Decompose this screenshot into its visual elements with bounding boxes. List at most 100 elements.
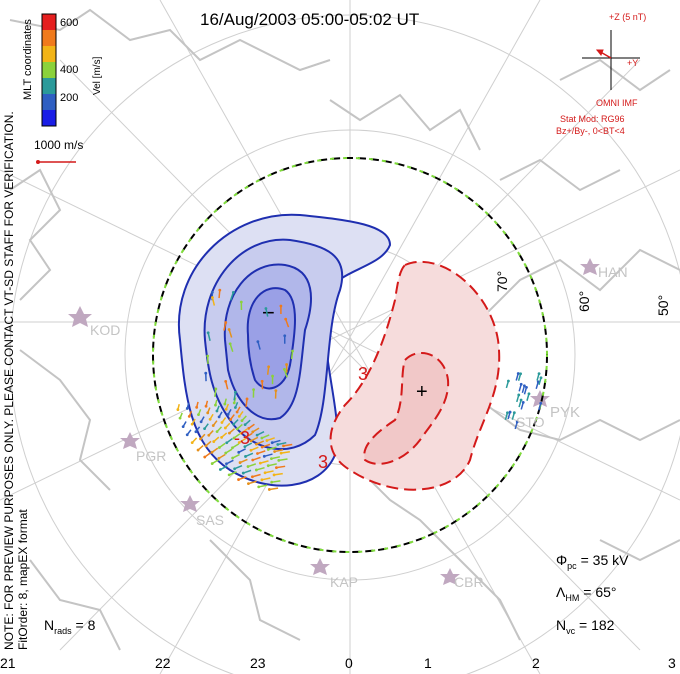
velocity-vector-origin [244, 455, 247, 458]
velocity-vector-origin [537, 372, 541, 375]
velocity-vector-origin [284, 317, 288, 321]
imf-source: OMNI IMF [596, 98, 638, 108]
station-markers [68, 258, 600, 585]
lat-label-70: 70° [494, 270, 510, 292]
velocity-vector [248, 480, 257, 485]
velocity-vector-origin [263, 471, 267, 475]
velocity-vector-origin [512, 411, 516, 415]
station-kap: KAP [330, 574, 359, 590]
velocity-vector-origin [279, 451, 283, 455]
colorbar-swatch [42, 94, 56, 110]
velocity-vector-origin [207, 433, 211, 437]
velocity-vector-origin [262, 454, 266, 458]
velocity-vector-origin [206, 354, 210, 358]
imf-clock-diagram [582, 30, 640, 90]
velocity-vector-origin [507, 379, 510, 383]
velocity-vector-origin [270, 457, 273, 461]
velocity-vector [258, 484, 268, 488]
velocity-vector-origin [273, 450, 276, 453]
velocity-vector-origin [214, 387, 218, 391]
n-rads-value: 8 [87, 617, 96, 633]
velocity-vector-origin [256, 452, 259, 455]
lambda-hm-value: 65° [595, 584, 617, 600]
velocity-vector [271, 456, 281, 460]
velocity-vector [264, 453, 273, 458]
velocity-vector-origin [275, 466, 278, 470]
mlt-label-3: 3 [668, 655, 676, 671]
velocity-vector [229, 292, 235, 301]
velocity-vector-origin [204, 444, 208, 448]
velocity-vector-origin [525, 385, 528, 389]
velocity-vector-origin [231, 456, 235, 460]
velocity-vector [264, 470, 274, 474]
velocity-vector-origin [225, 441, 229, 445]
lambda-hm: ΛHM = 65° [556, 584, 617, 603]
preview-note: NOTE: FOR PREVIEW PURPOSES ONLY. PLEASE … [2, 111, 16, 650]
velocity-vector-origin [208, 417, 212, 421]
velocity-vector-origin [228, 431, 231, 435]
velocity-vector-origin [260, 478, 264, 482]
velocity-vector-origin [199, 437, 202, 441]
min-mark: − [262, 300, 275, 325]
colorbar-swatch [42, 110, 56, 126]
velocity-vector [261, 477, 271, 481]
velocity-vector-origin [254, 468, 258, 472]
coastlines [9, 8, 680, 651]
velocity-vector-origin [217, 456, 221, 460]
velocity-vector-origin [235, 427, 239, 431]
velocity-vector-origin [220, 421, 224, 424]
velocity-vector-origin [266, 464, 270, 468]
velocity-vector-origin [522, 384, 526, 388]
velocity-vector-origin [228, 342, 232, 346]
velocity-vector-origin [266, 448, 270, 451]
velocity-vector-origin [190, 422, 194, 426]
velocity-vector-origin [260, 436, 264, 440]
velocity-vector [252, 473, 261, 478]
velocity-vector-origin [517, 393, 521, 397]
velocity-vector-origin [224, 407, 228, 411]
imf-model: Stat Mod: RG96 [560, 114, 625, 124]
velocity-vector [229, 343, 234, 352]
velocity-vector-origin [226, 413, 230, 416]
velocity-vector-origin [255, 442, 258, 446]
velocity-vector-origin [257, 485, 261, 489]
velocity-vector-origin [508, 410, 512, 414]
velocity-vector-origin [223, 402, 227, 406]
velocity-vector-origin [212, 440, 216, 443]
velocity-vector-origin [220, 435, 223, 439]
velocity-vector-origin [270, 441, 274, 445]
velocity-vector-origin [241, 471, 245, 475]
velocity-vector-origin [264, 307, 268, 310]
velocity-vector-origin [265, 439, 269, 442]
velocity-vector-origin [218, 446, 221, 449]
contour-label-pos-b: 3 [318, 452, 329, 472]
velocity-vector-origin [539, 401, 543, 405]
velocity-vector [268, 463, 277, 467]
velocity-vector-origin [224, 451, 228, 455]
velocity-vector-origin [235, 410, 239, 414]
velocity-vector-origin [237, 441, 241, 444]
positive-cell [329, 260, 501, 491]
colorbar-swatch [42, 78, 56, 94]
velocity-vector-origin [527, 392, 531, 396]
n-vc: Nvc = 182 [556, 617, 615, 636]
velocity-vector-origin [232, 401, 236, 405]
velocity-vector-origin [204, 371, 208, 375]
velocity-vector-origin [215, 409, 219, 413]
n-rads: Nrads = 8 [44, 617, 96, 636]
velocity-vector-origin [204, 404, 208, 408]
contour-label-neg: -3 [234, 428, 251, 448]
velocity-vector-origin [225, 462, 228, 466]
velocity-vector-origin [214, 403, 217, 407]
velocity-vector [260, 460, 269, 464]
velocity-vector-origin [521, 401, 525, 404]
velocity-vector-origin [178, 416, 182, 420]
velocity-vector-origin [233, 467, 237, 471]
velocity-vector-origin [190, 441, 194, 444]
velocity-vector-origin [237, 415, 241, 418]
station-pgr: PGR [136, 448, 167, 464]
velocity-vector-origin [238, 461, 242, 464]
velocity-vector-origin [519, 372, 523, 376]
velocity-vector-origin [519, 382, 523, 386]
n-vc-value: 182 [591, 617, 615, 633]
